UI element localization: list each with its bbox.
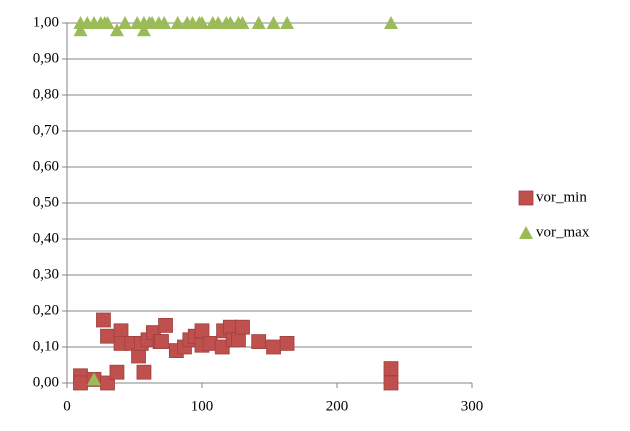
x-tick-label: 100	[191, 398, 214, 414]
square-marker	[231, 332, 246, 348]
triangle-marker	[109, 23, 124, 37]
triangle-marker	[280, 16, 295, 29]
legend-label: vor_max	[536, 224, 590, 240]
triangle-marker	[136, 23, 151, 37]
square-marker	[131, 348, 146, 364]
square-marker	[383, 361, 399, 377]
triangle-marker	[73, 23, 88, 37]
y-tick-label: 1,00	[33, 14, 59, 30]
y-tick-label: 0,80	[33, 86, 59, 102]
y-tick-label: 0,90	[33, 50, 59, 66]
square-marker	[518, 190, 534, 206]
square-marker	[235, 319, 250, 335]
square-marker	[113, 323, 129, 339]
triangle-marker	[235, 16, 250, 29]
y-tick-label: 0,00	[33, 374, 59, 390]
triangle-marker	[266, 16, 281, 29]
square-marker	[194, 323, 210, 339]
square-marker	[73, 375, 88, 391]
y-tick-label: 0,50	[33, 194, 59, 210]
square-marker	[383, 375, 399, 391]
y-tick-label: 0,20	[33, 302, 59, 318]
triangle-marker	[519, 226, 533, 239]
triangle-marker	[87, 372, 101, 386]
square-marker	[251, 334, 267, 350]
triangle-marker	[100, 16, 115, 29]
square-marker	[136, 364, 152, 380]
y-tick-label: 0,60	[33, 158, 59, 174]
square-marker	[100, 328, 115, 344]
triangle-marker	[170, 16, 185, 29]
x-tick-label: 0	[63, 398, 71, 414]
square-marker	[109, 364, 125, 380]
square-marker	[266, 339, 281, 355]
legend-label: vor_min	[536, 189, 587, 205]
y-tick-label: 0,30	[33, 266, 59, 282]
x-tick-label: 200	[326, 398, 349, 414]
square-marker	[158, 317, 173, 333]
triangle-marker	[251, 16, 266, 29]
y-tick-label: 0,10	[33, 338, 59, 354]
x-tick-label: 300	[461, 398, 484, 414]
y-tick-label: 0,40	[33, 230, 59, 246]
y-tick-label: 0,70	[33, 122, 59, 138]
triangle-marker	[195, 16, 209, 29]
triangle-marker	[118, 16, 133, 29]
square-marker	[96, 312, 111, 328]
square-marker	[279, 335, 295, 351]
square-marker	[154, 334, 169, 350]
triangle-marker	[384, 16, 398, 29]
triangle-marker	[157, 16, 172, 29]
